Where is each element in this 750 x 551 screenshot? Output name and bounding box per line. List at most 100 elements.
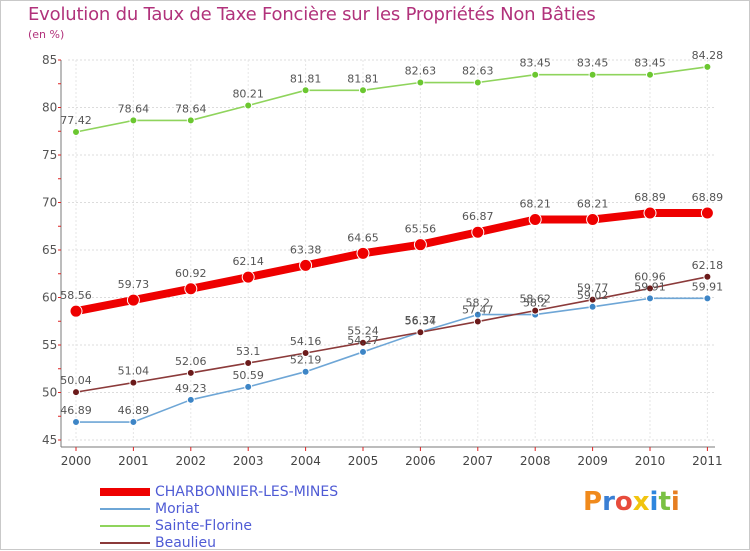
y-tick-label: 50 — [42, 386, 57, 400]
data-point-beaulieu — [244, 359, 253, 368]
series-line-sainte-florine — [75, 66, 709, 133]
legend-swatch-charbonnier-les-mines — [100, 488, 150, 496]
data-label-charbonnier-les-mines: 68.21 — [519, 198, 551, 211]
data-point-charbonnier-les-mines — [299, 258, 313, 272]
data-label-beaulieu: 57.47 — [462, 304, 494, 317]
series-line-moriat — [75, 297, 709, 423]
data-label-sainte-florine: 78.64 — [175, 102, 207, 115]
logo-letter: P — [583, 487, 603, 517]
data-point-moriat — [129, 418, 138, 427]
data-label-moriat: 54.27 — [347, 334, 379, 347]
data-point-beaulieu — [186, 368, 195, 377]
legend-label-beaulieu: Beaulieu — [155, 535, 216, 551]
data-label-charbonnier-les-mines: 66.87 — [462, 210, 494, 223]
data-label-charbonnier-les-mines: 68.89 — [634, 191, 666, 204]
y-tick-label: 55 — [42, 338, 57, 352]
y-tick-label: 85 — [42, 53, 57, 67]
data-label-sainte-florine: 83.45 — [634, 57, 666, 70]
data-point-charbonnier-les-mines — [700, 206, 714, 220]
x-tick-label: 2008 — [520, 454, 551, 468]
data-point-sainte-florine — [72, 128, 80, 137]
data-label-charbonnier-les-mines: 65.56 — [405, 223, 437, 236]
data-point-sainte-florine — [244, 101, 253, 110]
data-label-sainte-florine: 84.28 — [692, 49, 724, 62]
data-point-beaulieu — [646, 284, 654, 293]
data-point-sainte-florine — [646, 70, 654, 79]
data-point-charbonnier-les-mines — [241, 270, 255, 284]
data-point-beaulieu — [72, 388, 80, 397]
data-point-sainte-florine — [186, 116, 195, 125]
data-label-sainte-florine: 77.42 — [60, 114, 92, 127]
logo-letter: i — [670, 487, 680, 517]
data-point-sainte-florine — [359, 86, 367, 95]
data-label-beaulieu: 59.77 — [577, 282, 609, 295]
legend-item-sainte-florine: Sainte-Florine — [100, 518, 380, 534]
data-label-moriat: 49.23 — [175, 382, 207, 395]
data-label-charbonnier-les-mines: 68.89 — [692, 191, 724, 204]
data-label-beaulieu: 58.62 — [519, 293, 551, 306]
data-label-sainte-florine: 82.63 — [405, 65, 437, 78]
legend-item-charbonnier-les-mines: CHARBONNIER-LES-MINES — [100, 484, 380, 500]
legend-label-sainte-florine: Sainte-Florine — [155, 518, 253, 534]
data-point-charbonnier-les-mines — [528, 213, 542, 227]
x-tick-label: 2004 — [290, 454, 321, 468]
data-point-charbonnier-les-mines — [413, 238, 427, 252]
x-tick-label: 2010 — [635, 454, 666, 468]
data-label-beaulieu: 56.34 — [405, 314, 437, 327]
data-point-beaulieu — [359, 338, 367, 347]
data-point-moriat — [359, 347, 367, 356]
logo-letter: r — [602, 487, 615, 517]
proxiti-logo: Proxiti — [583, 487, 680, 517]
data-point-moriat — [646, 294, 654, 303]
data-label-charbonnier-les-mines: 63.38 — [290, 243, 322, 256]
data-label-beaulieu: 60.96 — [634, 270, 666, 283]
x-tick-label: 2002 — [176, 454, 207, 468]
data-point-charbonnier-les-mines — [356, 246, 370, 260]
data-point-charbonnier-les-mines — [69, 304, 83, 318]
data-point-charbonnier-les-mines — [643, 206, 657, 220]
data-label-beaulieu: 53.1 — [236, 345, 261, 358]
legend-swatch-beaulieu — [100, 542, 150, 544]
logo-letter: x — [632, 487, 650, 517]
data-label-moriat: 46.89 — [60, 404, 92, 417]
legend-swatch-sainte-florine — [100, 525, 150, 527]
x-tick-label: 2011 — [692, 454, 723, 468]
data-label-moriat: 59.91 — [692, 280, 724, 293]
data-point-sainte-florine — [588, 70, 597, 79]
data-label-charbonnier-les-mines: 60.92 — [175, 267, 207, 280]
data-point-beaulieu — [703, 272, 712, 281]
data-label-charbonnier-les-mines: 59.73 — [118, 278, 150, 291]
data-point-beaulieu — [416, 328, 425, 337]
data-point-sainte-florine — [473, 78, 482, 87]
data-label-beaulieu: 62.18 — [692, 259, 724, 272]
data-point-moriat — [301, 367, 310, 376]
y-tick-label: 60 — [42, 291, 57, 305]
data-label-sainte-florine: 83.45 — [519, 57, 551, 70]
x-tick-label: 2003 — [233, 454, 264, 468]
data-point-sainte-florine — [129, 116, 138, 125]
data-label-moriat: 58.2 — [523, 297, 548, 310]
data-point-sainte-florine — [703, 62, 712, 71]
data-point-sainte-florine — [301, 86, 310, 95]
data-point-moriat — [244, 382, 253, 391]
y-tick-label: 75 — [42, 148, 57, 162]
x-tick-label: 2009 — [577, 454, 608, 468]
series-line-beaulieu — [75, 275, 709, 393]
series-line-charbonnier-les-mines — [72, 209, 712, 316]
data-point-moriat — [186, 395, 195, 404]
data-point-moriat — [588, 302, 597, 311]
data-label-beaulieu: 51.04 — [118, 365, 150, 378]
data-label-sainte-florine: 82.63 — [462, 65, 494, 78]
data-label-sainte-florine: 81.81 — [290, 72, 322, 85]
legend-item-beaulieu: Beaulieu — [100, 535, 380, 551]
data-point-charbonnier-les-mines — [184, 282, 198, 296]
chart-subtitle: (en %) — [28, 28, 65, 41]
legend-item-moriat: Moriat — [100, 501, 380, 517]
data-point-beaulieu — [473, 317, 482, 326]
data-point-beaulieu — [531, 306, 540, 315]
x-tick-label: 2006 — [405, 454, 436, 468]
data-point-moriat — [703, 294, 712, 303]
logo-letter: o — [614, 487, 633, 517]
data-label-charbonnier-les-mines: 64.65 — [347, 231, 379, 244]
